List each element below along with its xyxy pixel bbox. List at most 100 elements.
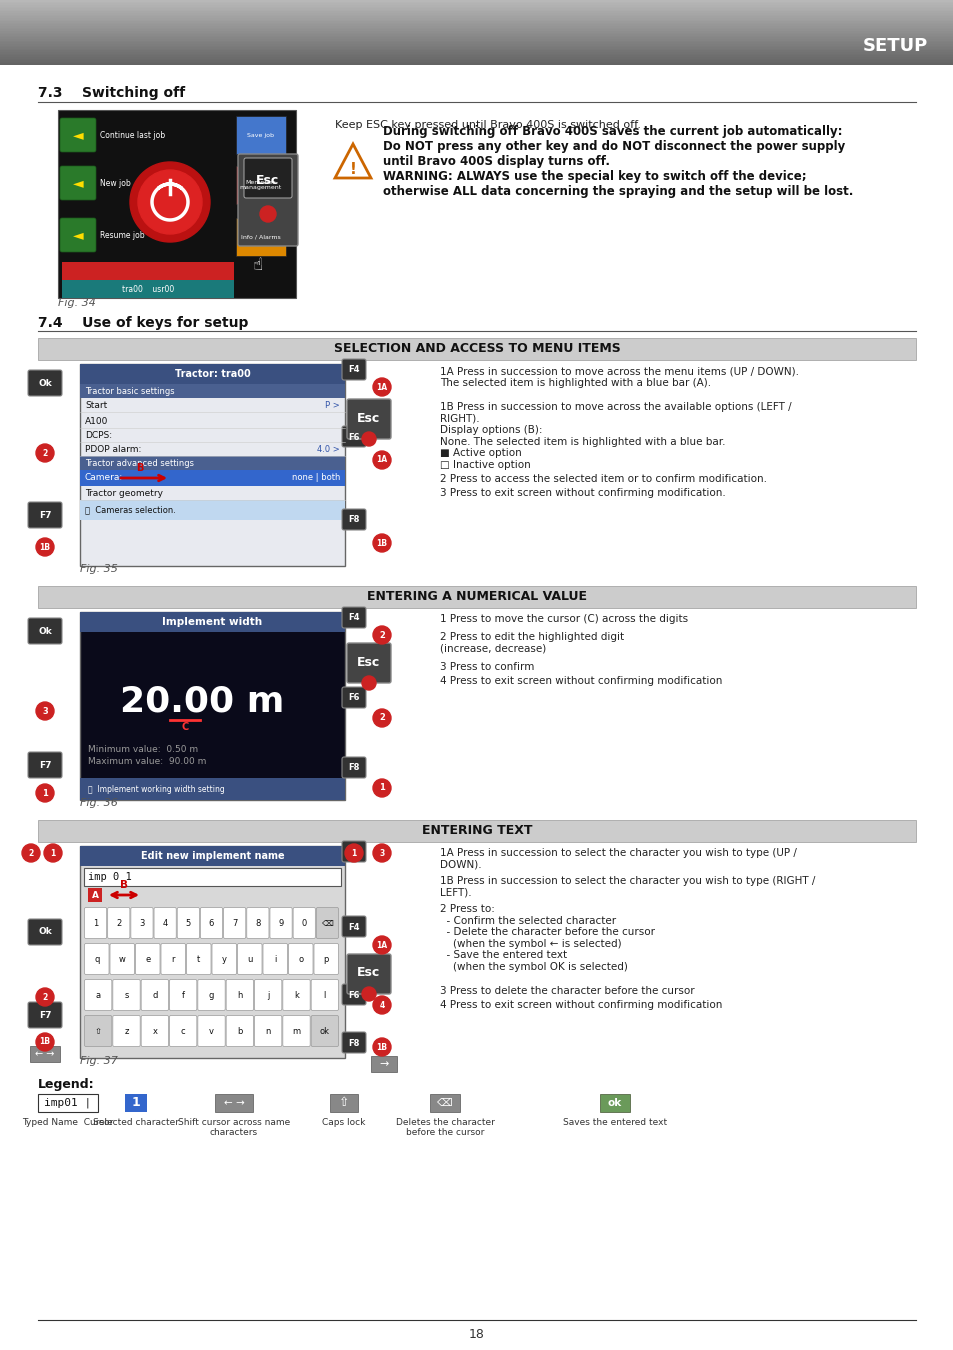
Bar: [0, 39, 953, 40]
Circle shape: [373, 1038, 391, 1056]
Circle shape: [373, 996, 391, 1014]
Text: Caps lock: Caps lock: [322, 1118, 365, 1127]
Text: Tractor advanced settings: Tractor advanced settings: [85, 459, 193, 467]
Bar: [80, 383, 345, 398]
Text: r: r: [172, 954, 174, 964]
Text: F8: F8: [348, 1038, 359, 1048]
Text: 18: 18: [469, 1328, 484, 1342]
Text: Saves the entered text: Saves the entered text: [562, 1118, 666, 1127]
Circle shape: [36, 702, 54, 720]
Bar: [80, 470, 345, 486]
Text: F6: F6: [348, 432, 359, 441]
Text: 6: 6: [209, 918, 214, 927]
Text: Tractor: tra00: Tractor: tra00: [174, 369, 250, 379]
Text: 5: 5: [186, 918, 191, 927]
Bar: [88, 888, 102, 902]
Bar: [0, 26, 953, 27]
Text: F7: F7: [39, 1011, 51, 1019]
Circle shape: [373, 626, 391, 644]
Text: ⌫: ⌫: [321, 918, 333, 927]
Bar: [0, 46, 953, 47]
Text: 7.4    Use of keys for setup: 7.4 Use of keys for setup: [38, 316, 248, 329]
FancyBboxPatch shape: [314, 944, 338, 975]
Text: 9: 9: [278, 918, 283, 927]
Text: 1B: 1B: [376, 1042, 387, 1052]
Text: w: w: [119, 954, 126, 964]
FancyBboxPatch shape: [28, 752, 62, 778]
Text: q: q: [94, 954, 99, 964]
Text: B: B: [120, 880, 128, 890]
Text: A: A: [91, 891, 98, 899]
Text: ← →: ← →: [223, 1098, 244, 1108]
Text: x: x: [152, 1026, 157, 1035]
Bar: [80, 612, 345, 632]
Bar: [0, 1, 953, 3]
Circle shape: [373, 709, 391, 728]
Text: 1: 1: [51, 849, 55, 857]
Bar: [80, 364, 345, 566]
Bar: [0, 18, 953, 19]
FancyBboxPatch shape: [170, 980, 196, 1011]
Bar: [0, 62, 953, 63]
Bar: [0, 16, 953, 18]
Text: ENTERING A NUMERICAL VALUE: ENTERING A NUMERICAL VALUE: [367, 590, 586, 603]
Bar: [0, 7, 953, 8]
Text: 1 Press to move the cursor (C) across the digits: 1 Press to move the cursor (C) across th…: [439, 614, 687, 624]
FancyBboxPatch shape: [311, 980, 338, 1011]
Text: Typed Name  Cursor: Typed Name Cursor: [22, 1118, 113, 1127]
FancyBboxPatch shape: [28, 919, 62, 945]
FancyBboxPatch shape: [85, 1015, 112, 1046]
Text: i: i: [274, 954, 276, 964]
Bar: [0, 53, 953, 54]
Bar: [80, 500, 345, 520]
Bar: [214, 1094, 253, 1112]
Text: !: !: [349, 162, 356, 177]
FancyBboxPatch shape: [85, 944, 109, 975]
Text: Maximum value:  90.00 m: Maximum value: 90.00 m: [88, 757, 206, 767]
FancyBboxPatch shape: [270, 907, 292, 938]
Text: ☝: ☝: [253, 256, 263, 274]
Circle shape: [373, 535, 391, 552]
Text: 2: 2: [378, 714, 384, 722]
Text: 0: 0: [301, 918, 307, 927]
Text: 2 Press to access the selected item or to confirm modification.: 2 Press to access the selected item or t…: [439, 474, 766, 485]
Text: 1: 1: [42, 788, 48, 798]
FancyBboxPatch shape: [341, 359, 366, 379]
Text: ok: ok: [607, 1098, 621, 1108]
Text: 2: 2: [378, 630, 384, 640]
Text: tra00    usr00: tra00 usr00: [122, 285, 174, 293]
Text: Minimum value:  0.50 m: Minimum value: 0.50 m: [88, 745, 198, 755]
Text: F2: F2: [348, 848, 359, 856]
Text: New job: New job: [100, 178, 131, 188]
Text: Esc: Esc: [357, 412, 380, 424]
Text: t: t: [197, 954, 200, 964]
Text: u: u: [247, 954, 253, 964]
Text: F6: F6: [348, 694, 359, 702]
FancyBboxPatch shape: [28, 1002, 62, 1027]
Text: Camera:: Camera:: [85, 474, 123, 482]
Text: Implement width: Implement width: [162, 617, 262, 626]
FancyBboxPatch shape: [341, 984, 366, 1004]
Text: 2: 2: [116, 918, 121, 927]
Text: Ok: Ok: [38, 378, 51, 387]
Circle shape: [361, 987, 375, 1000]
Bar: [0, 38, 953, 39]
Text: j: j: [267, 991, 269, 999]
Text: s: s: [124, 991, 129, 999]
Text: ◄: ◄: [72, 176, 83, 190]
Text: SELECTION AND ACCESS TO MENU ITEMS: SELECTION AND ACCESS TO MENU ITEMS: [334, 343, 619, 355]
Text: m: m: [293, 1026, 300, 1035]
Bar: [80, 612, 345, 801]
FancyBboxPatch shape: [282, 980, 310, 1011]
Text: →: →: [379, 1058, 388, 1069]
Bar: [0, 3, 953, 5]
Bar: [0, 34, 953, 35]
FancyBboxPatch shape: [341, 687, 366, 707]
Bar: [0, 50, 953, 53]
FancyBboxPatch shape: [263, 944, 287, 975]
Text: F7: F7: [39, 510, 51, 520]
Text: 4 Press to exit screen without confirming modification: 4 Press to exit screen without confirmin…: [439, 1000, 721, 1010]
Bar: [0, 11, 953, 14]
Bar: [0, 15, 953, 16]
Bar: [58, 109, 295, 298]
